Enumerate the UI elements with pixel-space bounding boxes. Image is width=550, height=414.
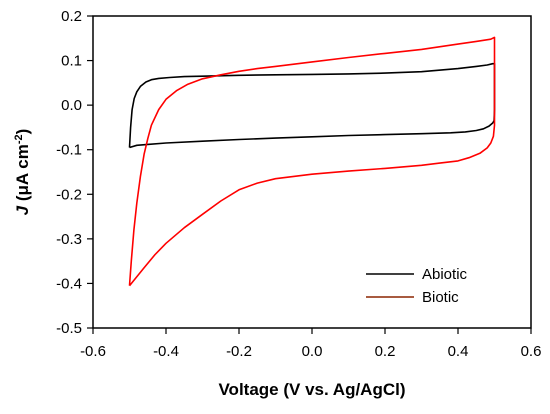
y-tick-label: -0.5	[56, 320, 82, 337]
legend: Abiotic Biotic	[366, 266, 468, 306]
y-axis-symbol: J	[13, 205, 32, 215]
x-tick-label: 0.4	[448, 343, 469, 360]
y-tick-label: -0.2	[56, 186, 82, 203]
x-tick-label: -0.2	[226, 343, 252, 360]
x-tick-labels: -0.6 -0.4 -0.2 0.0 0.2 0.4 0.6	[80, 343, 541, 360]
y-tick-label: -0.1	[56, 142, 82, 159]
x-tick-label: 0.0	[302, 343, 323, 360]
plot-frame	[92, 15, 532, 329]
y-axis-title: J (μA cm-2)	[13, 129, 32, 216]
x-axis-title: Voltage (V vs. Ag/AgCl)	[218, 380, 405, 399]
x-tick-label: -0.4	[153, 343, 179, 360]
legend-label-abiotic: Abiotic	[422, 266, 468, 283]
legend-label-biotic: Biotic	[422, 289, 459, 306]
axis-ticks	[87, 15, 532, 334]
y-tick-labels: 0.2 0.1 0.0 -0.1 -0.2 -0.3 -0.4 -0.5	[56, 8, 82, 337]
y-tick-label: 0.0	[61, 97, 82, 114]
y-tick-label: 0.1	[61, 53, 82, 70]
y-tick-label: -0.4	[56, 275, 82, 292]
y-tick-label: 0.2	[61, 8, 82, 25]
y-axis-close-paren: )	[13, 129, 32, 135]
series-line-biotic	[128, 36, 496, 287]
y-axis-micro: μ	[13, 185, 32, 195]
x-tick-label: 0.2	[375, 343, 396, 360]
y-axis-unit: A cm	[13, 144, 32, 185]
y-tick-label: -0.3	[56, 231, 82, 248]
series-line-abiotic	[128, 62, 496, 149]
data-series	[128, 36, 496, 287]
y-axis-exponent: -2	[13, 134, 25, 144]
x-tick-label: 0.6	[521, 343, 542, 360]
x-tick-label: -0.6	[80, 343, 106, 360]
y-axis-open-paren: (	[13, 195, 32, 206]
